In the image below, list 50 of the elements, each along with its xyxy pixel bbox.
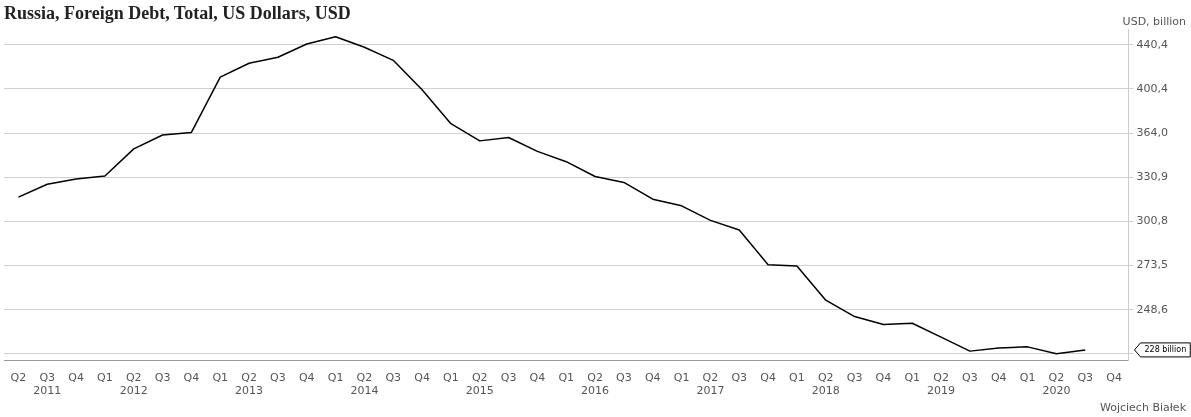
x-tick-label: Q2 2015 (465, 371, 494, 398)
y-axis-title: USD, billion (1122, 14, 1187, 28)
text: 228 billion (1144, 344, 1187, 354)
x-tick-label: Q1 (904, 371, 921, 385)
x-tick-label: Q3 (962, 371, 978, 385)
x-tick-label: Q4 (68, 371, 84, 385)
chart-title: Russia, Foreign Debt, Total, US Dollars, USD (4, 3, 351, 24)
x-tick-label: Q4 (990, 371, 1007, 385)
x-tick-label: Q1 (212, 371, 229, 385)
x-tick-label: Q3 (385, 371, 402, 385)
x-tick-label: Q2 2019 (927, 371, 956, 398)
text: Wojciech Białek (1099, 401, 1187, 415)
x-tick-label: Q2 2013 (235, 371, 264, 398)
x-tick-label: Q4 (875, 371, 892, 385)
x-tick-label: Q2 2014 (350, 371, 379, 398)
x-tick-label: Q4 (1106, 371, 1122, 385)
x-tick-label: Q4 (298, 371, 315, 385)
x-tick-label: Q2 2018 (811, 371, 840, 398)
x-tick-label: Q3 (846, 371, 863, 385)
x-tick-label: Q1 (558, 371, 575, 385)
y-tick-label: 364,0 (1136, 125, 1169, 139)
x-tick-label: Q3 (500, 371, 517, 385)
x-tick-label: Q1 (97, 371, 113, 385)
y-tick-label: 273,5 (1136, 258, 1169, 272)
x-tick-label: Q4 (183, 371, 200, 385)
y-tick-label: 248,6 (1136, 302, 1169, 316)
x-tick-label: Q1 (789, 371, 805, 385)
x-tick-label: Q2 (10, 371, 27, 385)
x-tick-label: Q4 (529, 371, 546, 385)
x-tick-label: Q1 (673, 371, 690, 385)
y-tick-label: 400,4 (1136, 81, 1169, 95)
x-tick-label: Q3 (154, 371, 171, 385)
x-tick-label: Q4 (644, 371, 661, 385)
y-tick-label: 300,8 (1136, 214, 1169, 228)
x-tick-label: Q1 (1019, 371, 1036, 385)
x-tick-label: Q1 (443, 371, 459, 385)
x-tick-label: Q2 2020 (1042, 371, 1071, 398)
x-tick-label: Q1 (327, 371, 344, 385)
x-tick-label: Q2 2012 (119, 371, 148, 398)
y-tick-label: 440,4 (1136, 37, 1169, 51)
x-tick-label: Q2 2016 (581, 371, 610, 398)
x-tick-label: Q3 (616, 371, 632, 385)
x-tick-label: Q2 2017 (696, 371, 725, 398)
x-tick-label: Q4 (760, 371, 776, 385)
x-tick-label: Q3 (731, 371, 748, 385)
x-tick-label: Q3 2011 (33, 371, 62, 398)
y-tick-label: 330,9 (1136, 170, 1169, 184)
x-tick-label: Q3 (1077, 371, 1094, 385)
x-tick-label: Q4 (414, 371, 430, 385)
x-tick-label: Q3 (270, 371, 286, 385)
